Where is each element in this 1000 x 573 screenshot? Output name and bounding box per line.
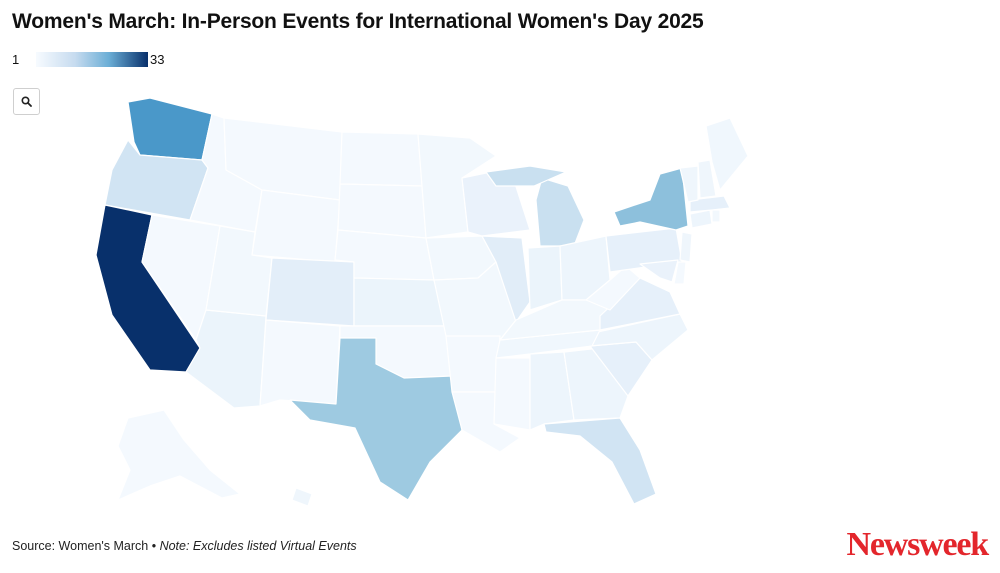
footer-separator: •: [148, 539, 160, 553]
footer: Source: Women's March • Note: Excludes l…: [12, 539, 357, 553]
footer-source: Source: Women's March: [12, 539, 149, 553]
state-maine[interactable]: [705, 117, 749, 191]
state-michigan[interactable]: [535, 177, 585, 247]
page-title: Women's March: In-Person Events for Inte…: [12, 10, 704, 33]
state-michigan-up[interactable]: [485, 165, 567, 187]
state-north-dakota[interactable]: [339, 131, 423, 187]
state-florida[interactable]: [543, 417, 657, 505]
state-alaska[interactable]: [117, 409, 241, 501]
zoom-button[interactable]: [13, 88, 40, 115]
legend-min-label: 1: [12, 52, 20, 67]
state-west-virginia[interactable]: [585, 265, 641, 311]
state-new-jersey[interactable]: [679, 231, 693, 263]
color-legend: 1 33: [12, 51, 172, 69]
state-new-mexico[interactable]: [259, 319, 341, 407]
state-maryland[interactable]: [639, 259, 679, 283]
state-rhode-island[interactable]: [711, 209, 721, 223]
state-south-dakota[interactable]: [337, 183, 427, 239]
footer-note: Note: Excludes listed Virtual Events: [159, 539, 357, 553]
state-texas[interactable]: [289, 337, 463, 501]
state-colorado[interactable]: [265, 257, 355, 327]
state-massachusetts[interactable]: [689, 195, 731, 213]
state-mississippi[interactable]: [493, 357, 531, 431]
search-icon: [21, 96, 32, 107]
legend-gradient-bar: [36, 52, 148, 67]
state-kansas[interactable]: [353, 277, 447, 327]
legend-max-label: 33: [150, 52, 165, 67]
state-new-york[interactable]: [613, 167, 689, 231]
state-washington[interactable]: [127, 97, 213, 161]
state-vermont[interactable]: [679, 165, 699, 203]
state-delaware[interactable]: [673, 261, 687, 285]
state-alabama[interactable]: [529, 351, 575, 431]
newsweek-logo: Newsweek: [846, 526, 990, 563]
state-indiana[interactable]: [527, 245, 563, 311]
state-arkansas[interactable]: [445, 335, 501, 393]
state-hawaii[interactable]: [291, 487, 313, 507]
state-connecticut[interactable]: [689, 209, 713, 229]
state-wyoming[interactable]: [251, 189, 341, 263]
state-illinois[interactable]: [481, 235, 531, 323]
state-new-hampshire[interactable]: [697, 159, 717, 199]
